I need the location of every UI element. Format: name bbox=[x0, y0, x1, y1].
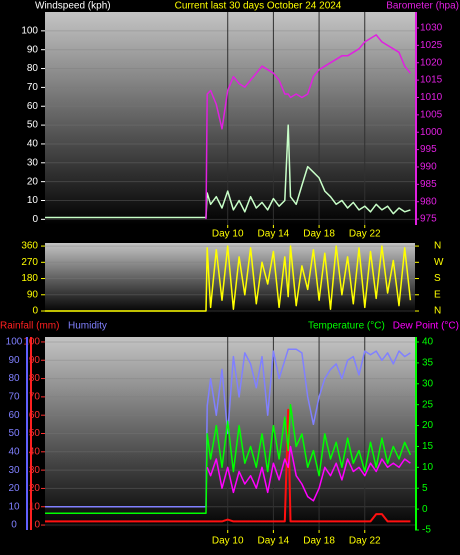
y-tick-label: 0 bbox=[32, 214, 38, 225]
y-tick-label: 60 bbox=[8, 410, 20, 421]
series-line bbox=[45, 408, 411, 523]
y2-tick-label: 1005 bbox=[420, 109, 443, 120]
y2-tick-label: S bbox=[434, 273, 441, 284]
y2-tick-label: 25 bbox=[422, 399, 434, 410]
series-line bbox=[45, 245, 412, 312]
y-tick-label: 60 bbox=[27, 101, 39, 112]
y2-tick-label: 40 bbox=[422, 337, 434, 348]
y-tick-label: 90 bbox=[27, 289, 39, 300]
y-tick-label: 70 bbox=[27, 82, 39, 93]
x-tick-label: Day 22 bbox=[349, 536, 381, 547]
y-tick-label: 40 bbox=[29, 446, 41, 457]
header-label: Dew Point (°C) bbox=[393, 321, 459, 332]
y2-tick-label: 0 bbox=[422, 504, 428, 515]
y-tick-label: 30 bbox=[27, 157, 39, 168]
y-tick-label: 90 bbox=[8, 355, 20, 366]
series-line bbox=[206, 445, 411, 502]
y-tick-label: 100 bbox=[6, 337, 23, 348]
y-tick-label: 10 bbox=[27, 195, 39, 206]
y-tick-label: 50 bbox=[29, 428, 41, 439]
y2-tick-label: N bbox=[434, 306, 441, 317]
y-tick-label: 30 bbox=[8, 465, 20, 476]
plot-area bbox=[45, 12, 415, 225]
y-tick-label: 90 bbox=[27, 44, 39, 55]
y-tick-label: 80 bbox=[29, 373, 41, 384]
y-tick-label: 70 bbox=[8, 392, 20, 403]
y-tick-label: 10 bbox=[29, 501, 41, 512]
x-tick-label: Day 10 bbox=[212, 536, 244, 547]
header-label: Barometer (hpa) bbox=[386, 1, 459, 12]
y-tick-label: 0 bbox=[34, 520, 40, 531]
y2-tick-label: 990 bbox=[420, 162, 437, 173]
y2-tick-label: 985 bbox=[420, 179, 437, 190]
y2-tick-label: 1030 bbox=[420, 23, 443, 34]
y2-tick-label: 30 bbox=[422, 378, 434, 389]
header-label: Humidity bbox=[68, 321, 107, 332]
y-tick-label: 80 bbox=[27, 63, 39, 74]
y2-tick-label: 980 bbox=[420, 196, 437, 207]
y-tick-label: 70 bbox=[29, 392, 41, 403]
series-line bbox=[205, 34, 411, 220]
y-tick-label: 10 bbox=[8, 501, 20, 512]
series-line bbox=[45, 403, 412, 515]
y2-tick-label: 995 bbox=[420, 144, 437, 155]
header-label: Windspeed (kph) bbox=[35, 1, 111, 12]
y2-tick-label: W bbox=[434, 257, 444, 268]
y2-tick-label: 5 bbox=[422, 483, 428, 494]
y-tick-label: 270 bbox=[21, 257, 38, 268]
y2-tick-label: -5 bbox=[422, 525, 431, 536]
y2-tick-label: 975 bbox=[420, 214, 437, 225]
y-tick-label: 60 bbox=[29, 410, 41, 421]
plot-area bbox=[45, 337, 415, 530]
header-label: Temperature (°C) bbox=[308, 321, 385, 332]
x-tick-label: Day 10 bbox=[212, 229, 244, 240]
y2-tick-label: 15 bbox=[422, 441, 434, 452]
y-tick-label: 20 bbox=[8, 483, 20, 494]
y-tick-label: 40 bbox=[27, 139, 39, 150]
y-tick-label: 40 bbox=[8, 446, 20, 457]
y-tick-label: 0 bbox=[32, 306, 38, 317]
x-tick-label: Day 14 bbox=[258, 536, 290, 547]
y-tick-label: 80 bbox=[8, 373, 20, 384]
y2-tick-label: 1025 bbox=[420, 40, 443, 51]
y-tick-label: 100 bbox=[21, 25, 38, 36]
x-tick-label: Day 18 bbox=[303, 229, 335, 240]
y2-tick-label: 20 bbox=[422, 420, 434, 431]
x-tick-label: Day 18 bbox=[303, 536, 335, 547]
y-tick-label: 0 bbox=[11, 520, 17, 531]
y-tick-label: 90 bbox=[29, 355, 41, 366]
x-tick-label: Day 14 bbox=[258, 229, 290, 240]
y2-tick-label: 1010 bbox=[420, 92, 443, 103]
x-tick-label: Day 22 bbox=[349, 229, 381, 240]
y2-tick-label: 10 bbox=[422, 462, 434, 473]
y-tick-label: 20 bbox=[27, 176, 39, 187]
y2-tick-label: 1015 bbox=[420, 75, 443, 86]
header-label: Current last 30 days October 24 2024 bbox=[175, 1, 342, 12]
y-tick-label: 20 bbox=[29, 483, 41, 494]
y-tick-label: 50 bbox=[27, 120, 39, 131]
y2-tick-label: E bbox=[434, 289, 441, 300]
y-tick-label: 360 bbox=[21, 241, 38, 252]
header-label: Rainfall (mm) bbox=[0, 321, 59, 332]
series-line bbox=[45, 348, 411, 508]
y2-tick-label: 35 bbox=[422, 358, 434, 369]
y2-tick-label: N bbox=[434, 241, 441, 252]
y-tick-label: 180 bbox=[21, 273, 38, 284]
y2-tick-label: 1020 bbox=[420, 57, 443, 68]
series-line bbox=[45, 124, 411, 219]
y-tick-label: 30 bbox=[29, 465, 41, 476]
y2-tick-label: 1000 bbox=[420, 127, 443, 138]
y-tick-label: 50 bbox=[8, 428, 20, 439]
